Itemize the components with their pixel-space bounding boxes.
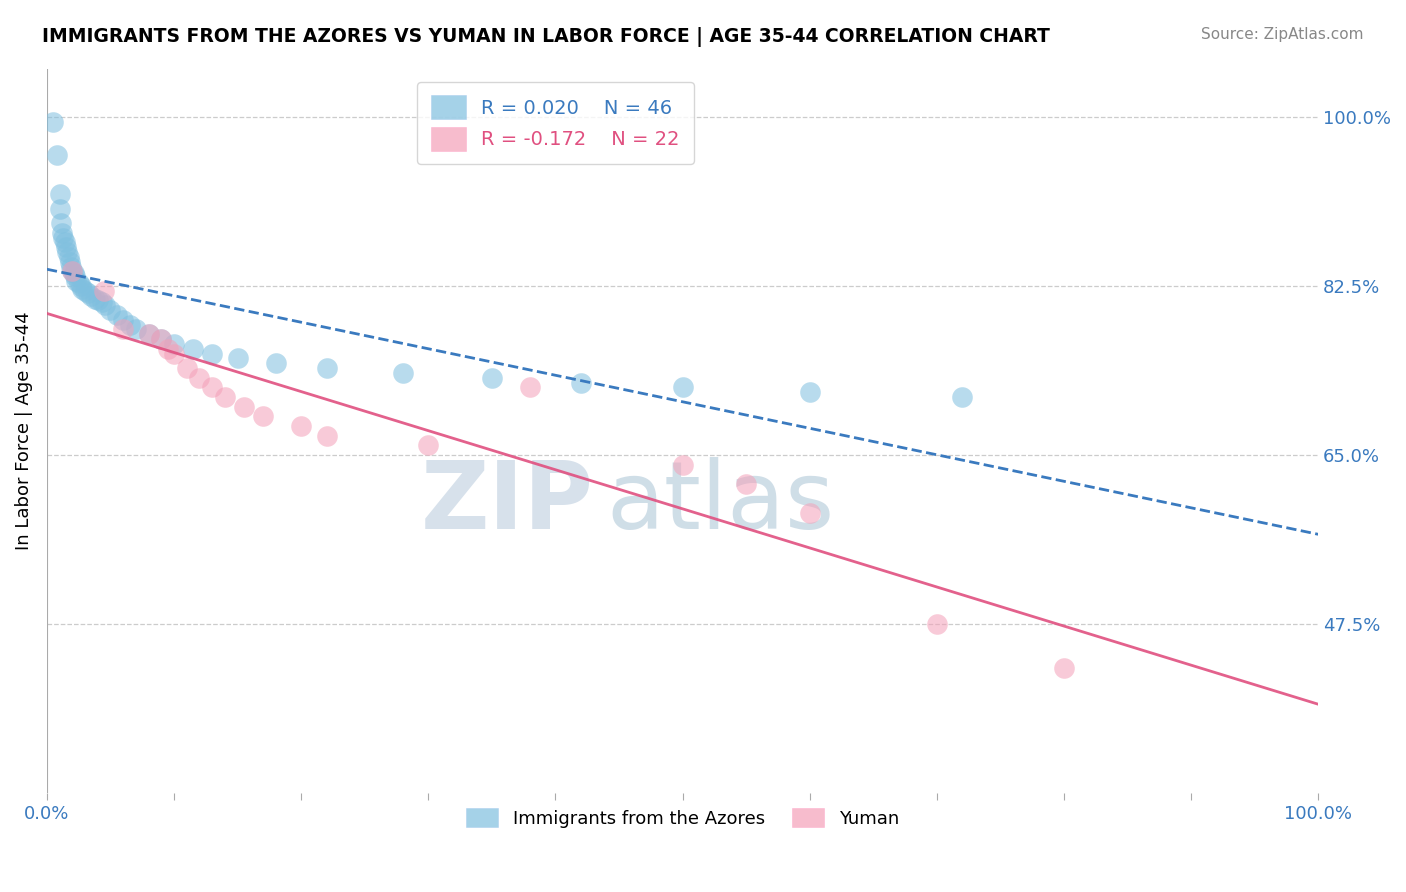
Point <box>42 114 65 128</box>
Point <box>58 250 80 264</box>
Point <box>112 313 135 327</box>
Point <box>315 361 337 376</box>
Point <box>252 409 274 424</box>
Point <box>418 438 440 452</box>
Point <box>60 264 83 278</box>
Point <box>72 282 94 296</box>
Point <box>80 288 103 302</box>
Point <box>94 298 117 312</box>
Point <box>226 351 249 366</box>
Point <box>290 419 312 434</box>
Point <box>201 346 224 360</box>
Text: ZIP: ZIP <box>420 458 593 549</box>
Point <box>46 148 69 162</box>
Legend: Immigrants from the Azores, Yuman: Immigrants from the Azores, Yuman <box>458 801 907 835</box>
Point <box>150 332 173 346</box>
Point <box>176 361 198 376</box>
Point <box>799 506 821 520</box>
Point <box>671 458 693 472</box>
Point <box>569 376 592 390</box>
Point <box>70 279 93 293</box>
Point <box>232 400 254 414</box>
Point <box>48 202 70 216</box>
Point <box>67 276 90 290</box>
Point <box>163 346 186 360</box>
Point <box>1053 661 1076 675</box>
Text: Source: ZipAtlas.com: Source: ZipAtlas.com <box>1201 27 1364 42</box>
Point <box>112 322 135 336</box>
Point <box>60 264 83 278</box>
Point <box>62 267 84 281</box>
Point <box>84 292 107 306</box>
Point <box>163 337 186 351</box>
Point <box>392 366 415 380</box>
Point <box>48 187 70 202</box>
Point <box>201 380 224 394</box>
Point <box>156 342 179 356</box>
Point <box>76 285 98 300</box>
Point <box>90 295 112 310</box>
Point <box>59 255 82 269</box>
Point <box>51 226 73 240</box>
Point <box>799 385 821 400</box>
Point <box>49 216 72 230</box>
Point <box>264 356 287 370</box>
Point <box>671 380 693 394</box>
Point <box>60 260 83 274</box>
Point <box>181 342 204 356</box>
Point <box>56 245 79 260</box>
Point <box>118 318 141 332</box>
Point <box>315 429 337 443</box>
Point <box>73 284 96 298</box>
Point <box>105 308 128 322</box>
Point <box>138 327 160 342</box>
Point <box>150 332 173 346</box>
Point <box>735 477 758 491</box>
Point <box>950 390 973 404</box>
Point <box>100 303 122 318</box>
Point <box>214 390 236 404</box>
Point <box>519 380 541 394</box>
Point <box>87 293 110 308</box>
Point <box>53 235 76 250</box>
Point <box>55 240 77 254</box>
Point <box>188 371 211 385</box>
Text: IMMIGRANTS FROM THE AZORES VS YUMAN IN LABOR FORCE | AGE 35-44 CORRELATION CHART: IMMIGRANTS FROM THE AZORES VS YUMAN IN L… <box>42 27 1050 46</box>
Point <box>65 274 87 288</box>
Point <box>481 371 503 385</box>
Point <box>93 284 115 298</box>
Point <box>125 322 148 336</box>
Point <box>63 269 86 284</box>
Point <box>925 617 948 632</box>
Point <box>52 230 75 244</box>
Text: atlas: atlas <box>606 458 835 549</box>
Y-axis label: In Labor Force | Age 35-44: In Labor Force | Age 35-44 <box>15 311 32 550</box>
Point <box>138 327 160 342</box>
